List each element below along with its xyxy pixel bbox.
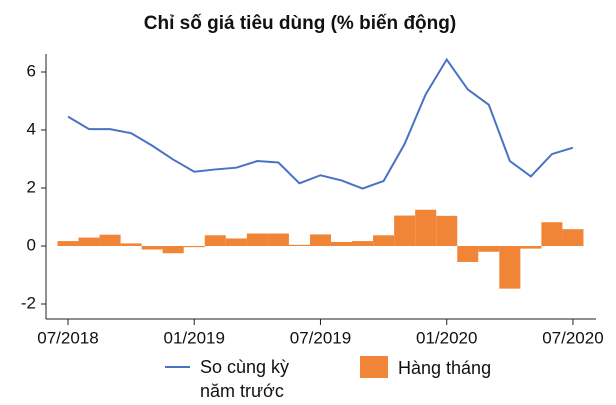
bar	[99, 234, 121, 246]
y-tick-label: -2	[21, 293, 36, 312]
bar	[288, 244, 310, 246]
bar	[499, 246, 521, 289]
bar	[120, 243, 142, 246]
bar	[352, 241, 374, 246]
bar	[436, 215, 458, 246]
x-tick-label: 07/2020	[542, 328, 603, 347]
bar	[141, 246, 163, 250]
y-tick-label: 6	[27, 61, 36, 80]
legend-label: So cùng kỳ năm trước	[200, 357, 290, 401]
bar	[246, 233, 268, 246]
bar	[225, 238, 247, 246]
bar	[57, 241, 79, 246]
bar	[204, 235, 226, 246]
x-tick-label: 01/2020	[416, 328, 477, 347]
bar	[478, 246, 500, 252]
bar	[267, 233, 289, 246]
bar	[183, 246, 205, 248]
x-tick-label: 01/2019	[164, 328, 225, 347]
bar	[78, 237, 100, 246]
line	[67, 57, 574, 190]
bar	[394, 215, 416, 246]
bar	[331, 241, 353, 246]
bar	[415, 209, 437, 246]
legend-swatch	[360, 356, 388, 378]
x-tick-label: 07/2019	[290, 328, 351, 347]
x-tick-label: 07/2018	[37, 328, 98, 347]
bar	[162, 246, 184, 254]
y-tick-label: 0	[27, 235, 36, 254]
bar	[373, 235, 395, 246]
y-tick-label: 2	[27, 177, 36, 196]
bar	[457, 246, 479, 262]
bar	[520, 246, 542, 249]
bar	[309, 234, 331, 246]
y-tick-label: 4	[27, 119, 36, 138]
chart-title: Chỉ số giá tiêu dùng (% biến động)	[144, 13, 456, 34]
bar	[541, 222, 563, 246]
legend-label: Hàng tháng	[398, 358, 492, 378]
bar	[562, 229, 584, 246]
